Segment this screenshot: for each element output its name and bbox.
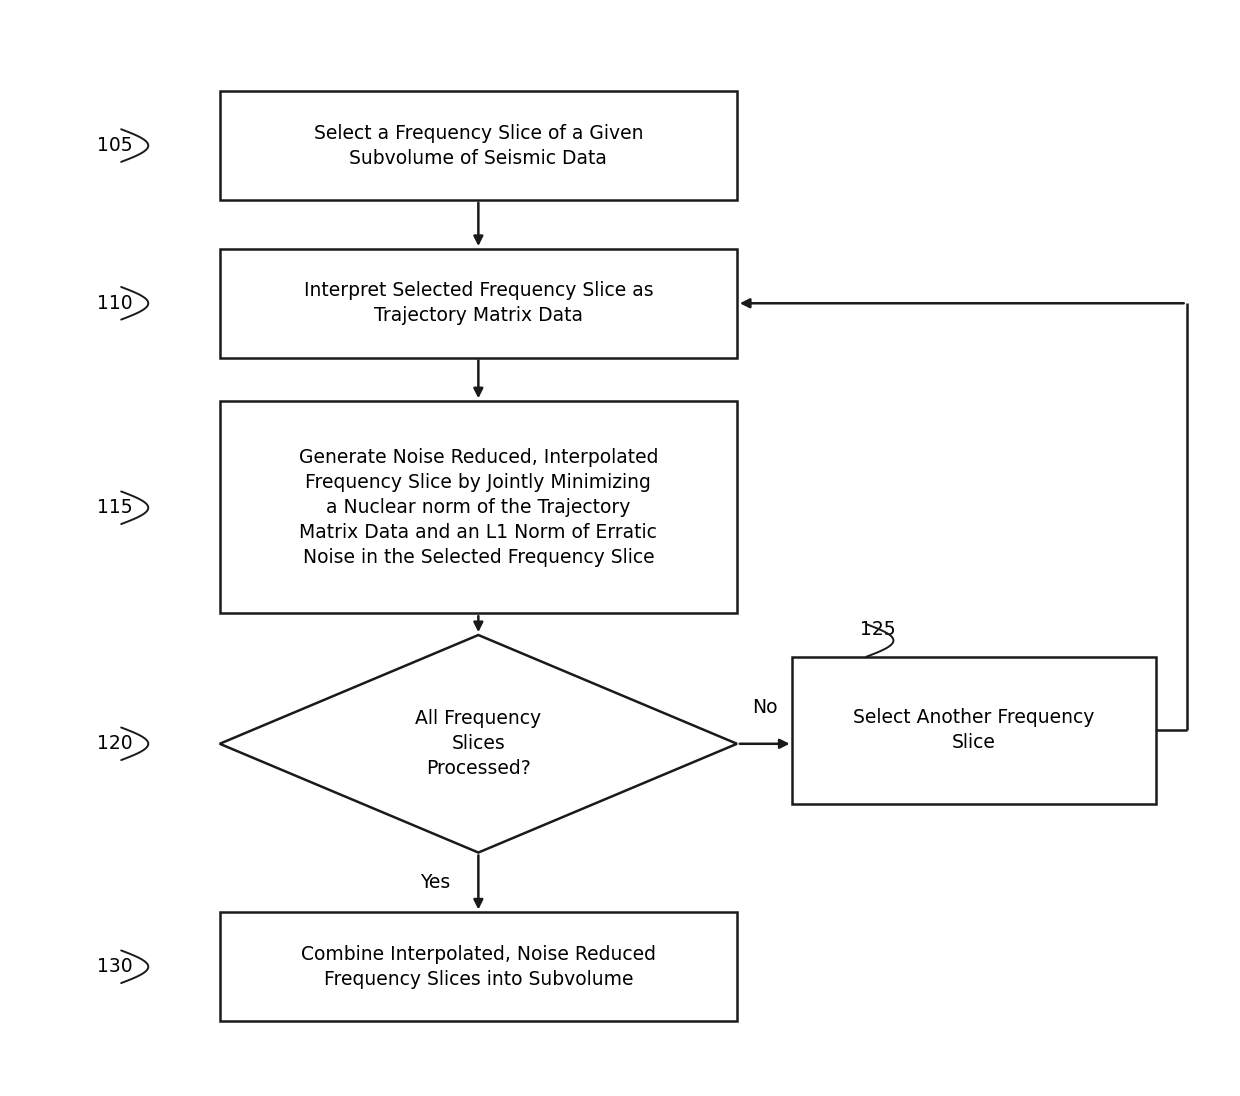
Bar — [219, 91, 737, 199]
Text: Interpret Selected Frequency Slice as
Trajectory Matrix Data: Interpret Selected Frequency Slice as Tr… — [304, 282, 653, 326]
Text: 115: 115 — [97, 499, 133, 517]
Text: Select Another Frequency
Slice: Select Another Frequency Slice — [853, 708, 1095, 752]
Text: 105: 105 — [97, 136, 133, 155]
Text: All Frequency
Slices
Processed?: All Frequency Slices Processed? — [415, 709, 542, 778]
Bar — [792, 657, 1156, 803]
Text: Select a Frequency Slice of a Given
Subvolume of Seismic Data: Select a Frequency Slice of a Given Subv… — [314, 124, 644, 168]
Text: 110: 110 — [97, 294, 133, 312]
Text: No: No — [751, 697, 777, 717]
Text: Generate Noise Reduced, Interpolated
Frequency Slice by Jointly Minimizing
a Nuc: Generate Noise Reduced, Interpolated Fre… — [299, 447, 658, 567]
Text: Combine Interpolated, Noise Reduced
Frequency Slices into Subvolume: Combine Interpolated, Noise Reduced Freq… — [301, 945, 656, 989]
Text: 120: 120 — [97, 734, 133, 753]
Bar — [219, 912, 737, 1021]
Bar — [219, 249, 737, 357]
Polygon shape — [219, 635, 737, 853]
Bar — [219, 401, 737, 614]
Text: 130: 130 — [97, 957, 133, 977]
Text: 125: 125 — [861, 620, 895, 639]
Text: Yes: Yes — [420, 872, 450, 892]
